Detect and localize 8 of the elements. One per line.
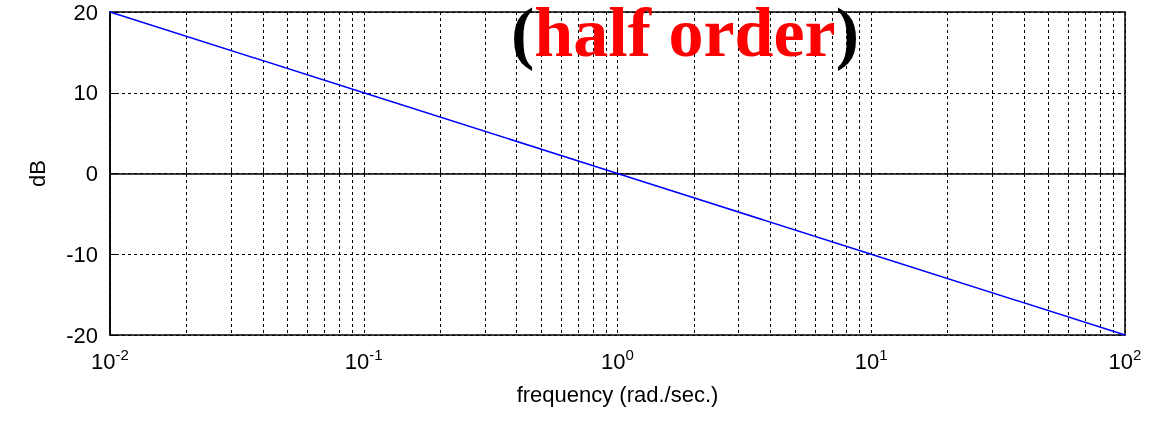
y-axis-title: dB [24,160,50,187]
y-tick-label: 20 [73,0,98,25]
y-tick-label: -20 [66,322,98,348]
x-axis-title: frequency (rad./sec.) [516,381,719,407]
y-tick-label: -10 [66,241,98,267]
chart-title: (half order) [511,0,859,71]
y-tick-label: 0 [85,161,98,186]
y-tick-label: 10 [73,80,98,106]
